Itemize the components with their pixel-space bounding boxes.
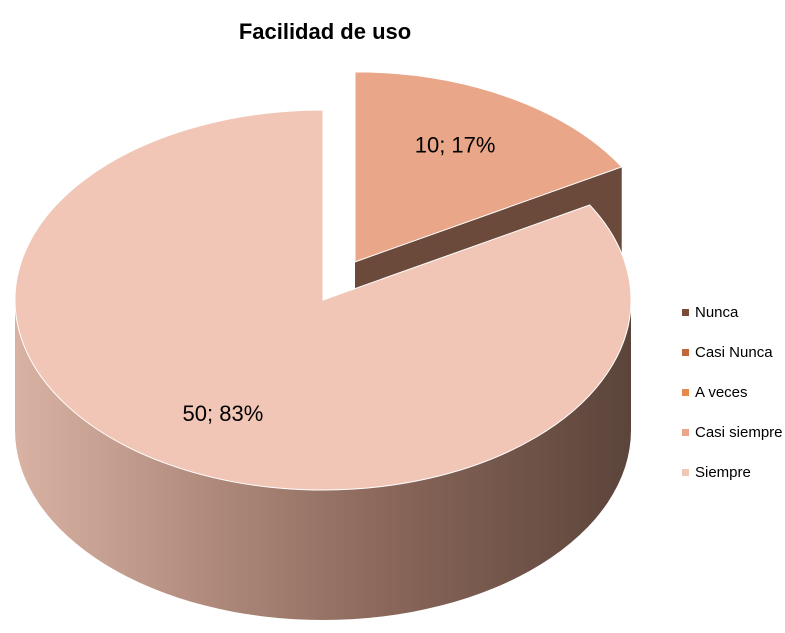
chart-title: Facilidad de uso <box>239 19 411 44</box>
data-label: 50; 83% <box>183 401 264 426</box>
slice <box>354 71 623 263</box>
slice <box>14 109 632 491</box>
legend-label: Casi siempre <box>695 424 783 441</box>
legend-swatch <box>682 309 689 316</box>
legend-label: Casi Nunca <box>695 344 773 361</box>
legend-swatch <box>682 469 689 476</box>
legend-label: Nunca <box>695 304 739 321</box>
legend-label: A veces <box>695 384 748 401</box>
legend-swatch <box>682 349 689 356</box>
legend-swatch <box>682 429 689 436</box>
legend-label: Siempre <box>695 464 751 481</box>
data-label: 10; 17% <box>415 133 496 158</box>
legend-swatch <box>682 389 689 396</box>
slice-side <box>15 300 631 620</box>
